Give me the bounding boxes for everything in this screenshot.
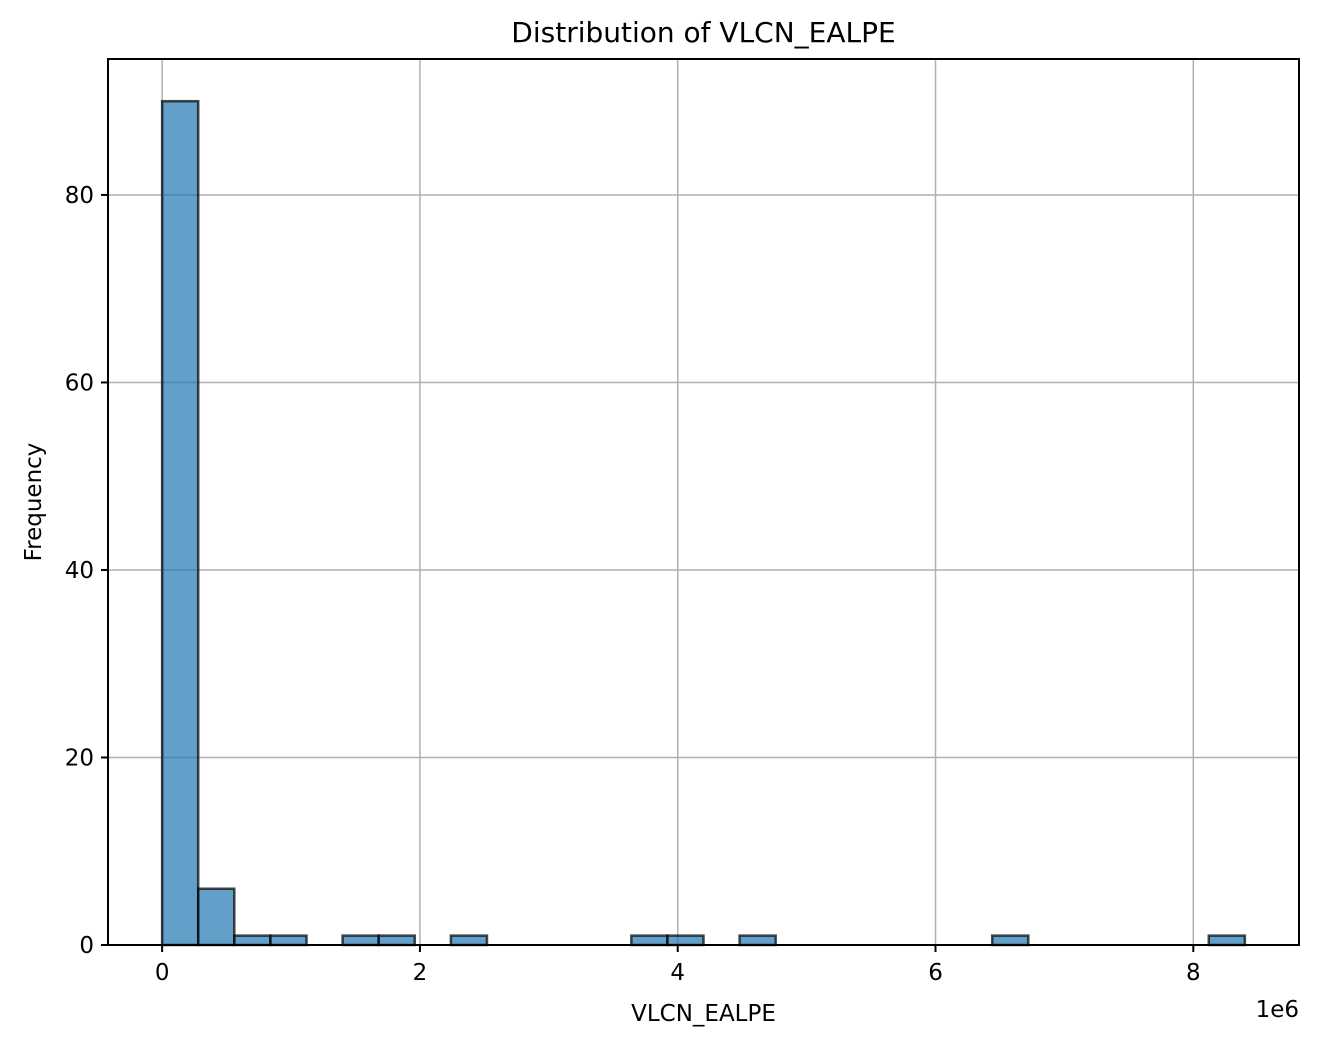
histogram-bar	[738, 934, 777, 947]
y-tick-label: 80	[65, 183, 94, 209]
chart-title: Distribution of VLCN_EALPE	[511, 16, 895, 49]
histogram-bar	[341, 934, 380, 947]
histogram-bar	[160, 99, 200, 947]
histogram-bar	[630, 934, 669, 947]
histogram-bar	[377, 934, 417, 947]
histogram-bar	[233, 934, 272, 947]
x-axis-offset-text: 1e6	[1256, 997, 1299, 1023]
plot-frame	[107, 58, 1300, 946]
x-tick-label: 0	[155, 960, 170, 986]
x-tick-label: 4	[670, 960, 685, 986]
y-axis-label: Frequency	[21, 443, 47, 562]
histogram-bar	[196, 887, 236, 947]
histogram-bar	[449, 934, 489, 947]
x-tick-label: 6	[928, 960, 943, 986]
histogram-bar	[666, 934, 705, 947]
y-tick-label: 20	[65, 745, 94, 771]
x-tick-label: 8	[1186, 960, 1201, 986]
histogram-bar	[1207, 934, 1247, 947]
x-axis-label: VLCN_EALPE	[631, 1001, 776, 1027]
histogram-bars	[160, 99, 1247, 947]
histogram-bar	[990, 934, 1030, 947]
histogram-bar	[269, 934, 308, 947]
y-tick-label: 40	[65, 558, 94, 584]
y-tick-label: 0	[79, 933, 94, 959]
x-tick-label: 2	[413, 960, 428, 986]
y-tick-label: 60	[65, 370, 94, 396]
